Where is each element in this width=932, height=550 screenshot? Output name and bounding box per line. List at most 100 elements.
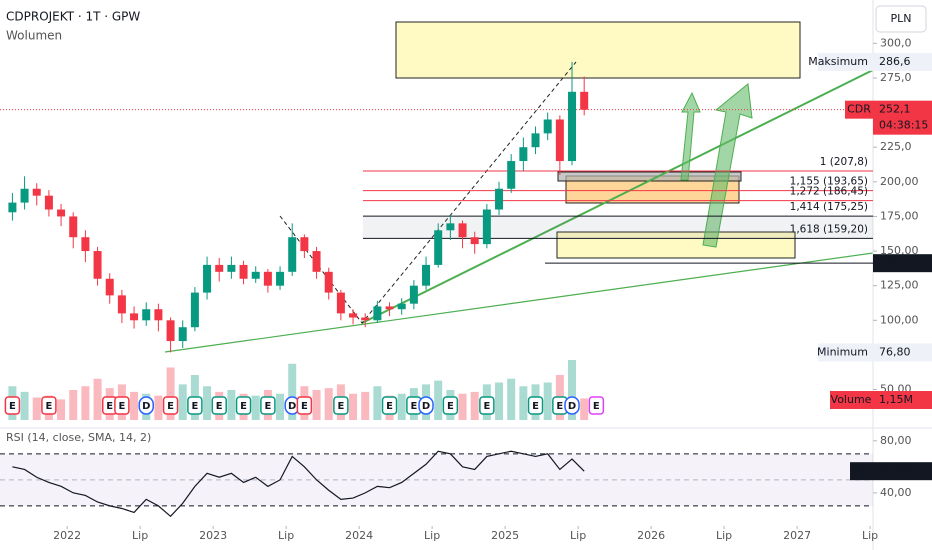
candle-body bbox=[81, 237, 90, 252]
candle-body bbox=[239, 264, 248, 279]
event-label: E bbox=[264, 401, 271, 412]
zone-box bbox=[556, 231, 796, 259]
event-badge bbox=[381, 396, 398, 415]
level-box bbox=[873, 254, 932, 273]
event-label: E bbox=[483, 401, 490, 412]
volume-bar bbox=[69, 390, 78, 420]
candle-body bbox=[349, 313, 358, 318]
volume-value: 1,15M bbox=[879, 393, 913, 406]
y-tick-label: 150,00 bbox=[880, 244, 919, 257]
maximum-value: 286,6 bbox=[879, 55, 911, 68]
minimum-value-box bbox=[873, 343, 932, 362]
volume-bar bbox=[349, 393, 358, 420]
rsi-value-box bbox=[873, 462, 932, 481]
x-tick-label: 2022 bbox=[53, 529, 81, 542]
candle-body bbox=[555, 119, 564, 162]
swing-line bbox=[279, 61, 577, 324]
rsi-name: RSI bbox=[852, 464, 870, 477]
chart-title: CDPROJEKT · 1T · GPW bbox=[6, 10, 140, 24]
candle-body bbox=[312, 251, 321, 272]
candle-body bbox=[531, 133, 540, 148]
drawings bbox=[164, 21, 874, 353]
zone-box bbox=[395, 21, 801, 79]
event-label: E bbox=[410, 401, 417, 412]
candle-body bbox=[288, 237, 297, 272]
candle-body bbox=[580, 91, 589, 110]
maximum-name-box bbox=[818, 52, 873, 71]
x-tick-label: Lip bbox=[570, 529, 586, 542]
volume-bar bbox=[519, 386, 528, 420]
candle-body bbox=[44, 195, 53, 210]
last-name: CDR bbox=[847, 103, 871, 116]
volume-bar bbox=[166, 367, 175, 420]
volume-bar bbox=[20, 391, 29, 420]
event-badge bbox=[527, 396, 544, 415]
volume-bar bbox=[543, 382, 552, 420]
event-badge bbox=[564, 396, 580, 415]
event-label: E bbox=[301, 401, 308, 412]
event-label: E bbox=[167, 401, 174, 412]
candle-body bbox=[166, 320, 175, 342]
event-label: E bbox=[240, 401, 247, 412]
x-tick-label: Lip bbox=[716, 529, 732, 542]
maximum-name: Maksimum bbox=[808, 55, 868, 68]
rsi-tick-label: 80,00 bbox=[880, 434, 912, 447]
fib-label: 1,414 (175,25) bbox=[790, 201, 868, 213]
y-tick-label: 225,0 bbox=[880, 140, 912, 153]
currency-button[interactable] bbox=[875, 5, 927, 33]
volume-name-box bbox=[830, 391, 873, 409]
volume-bar bbox=[470, 391, 479, 420]
candle-body bbox=[69, 216, 78, 238]
fib-label: 1,155 (193,65) bbox=[790, 176, 868, 188]
candle-body bbox=[142, 309, 151, 321]
trend-line bbox=[164, 252, 874, 353]
fib-label: 1,618 (159,20) bbox=[790, 223, 868, 235]
candle-body bbox=[32, 188, 41, 196]
x-tick-label: 2023 bbox=[199, 529, 227, 542]
currency[interactable]: PLN bbox=[891, 12, 912, 25]
event-badge bbox=[333, 396, 349, 415]
countdown: 04:38:15 bbox=[879, 119, 928, 132]
event-label: E bbox=[191, 401, 198, 412]
candle-body bbox=[409, 285, 418, 304]
volume-bar bbox=[276, 393, 285, 420]
candle-body bbox=[178, 327, 187, 342]
candle-body bbox=[543, 119, 552, 134]
volume-title: Wolumen bbox=[6, 29, 62, 43]
volume-bar bbox=[154, 395, 163, 420]
event-label: E bbox=[118, 401, 125, 412]
candle-body bbox=[93, 251, 102, 279]
volume-bar bbox=[434, 380, 443, 420]
candle-body bbox=[263, 271, 272, 286]
x-tick-label: 2026 bbox=[637, 529, 665, 542]
candle-body bbox=[57, 209, 66, 217]
maximum-value-box bbox=[873, 52, 932, 71]
volume-bar bbox=[495, 382, 504, 420]
volume-bar bbox=[227, 390, 236, 420]
candle-body bbox=[568, 91, 577, 162]
event-badge bbox=[418, 396, 434, 415]
volume-bar bbox=[288, 363, 297, 420]
event-label: D bbox=[422, 401, 430, 412]
candle-body bbox=[336, 292, 345, 314]
event-badge bbox=[479, 396, 495, 415]
y-tick-label: 100,00 bbox=[880, 313, 919, 326]
candle-body bbox=[495, 188, 504, 210]
volume-bar bbox=[130, 391, 139, 420]
event-label: E bbox=[556, 401, 563, 412]
last-value: 252,1 bbox=[879, 103, 911, 116]
minimum-value: 76,80 bbox=[879, 345, 911, 358]
candle-body bbox=[373, 306, 382, 321]
candle-body bbox=[251, 271, 260, 279]
volume-bar bbox=[81, 386, 90, 420]
last-name-box bbox=[845, 100, 873, 119]
volume-bar bbox=[203, 386, 212, 420]
event-label: D bbox=[142, 401, 150, 412]
candle-body bbox=[227, 264, 236, 272]
event-label: E bbox=[386, 401, 393, 412]
x-tick-label: 2027 bbox=[783, 529, 811, 542]
x-tick-label: 2024 bbox=[345, 529, 373, 542]
volume-bar bbox=[373, 386, 382, 420]
candle-body bbox=[519, 147, 528, 162]
trend-line bbox=[361, 69, 874, 324]
